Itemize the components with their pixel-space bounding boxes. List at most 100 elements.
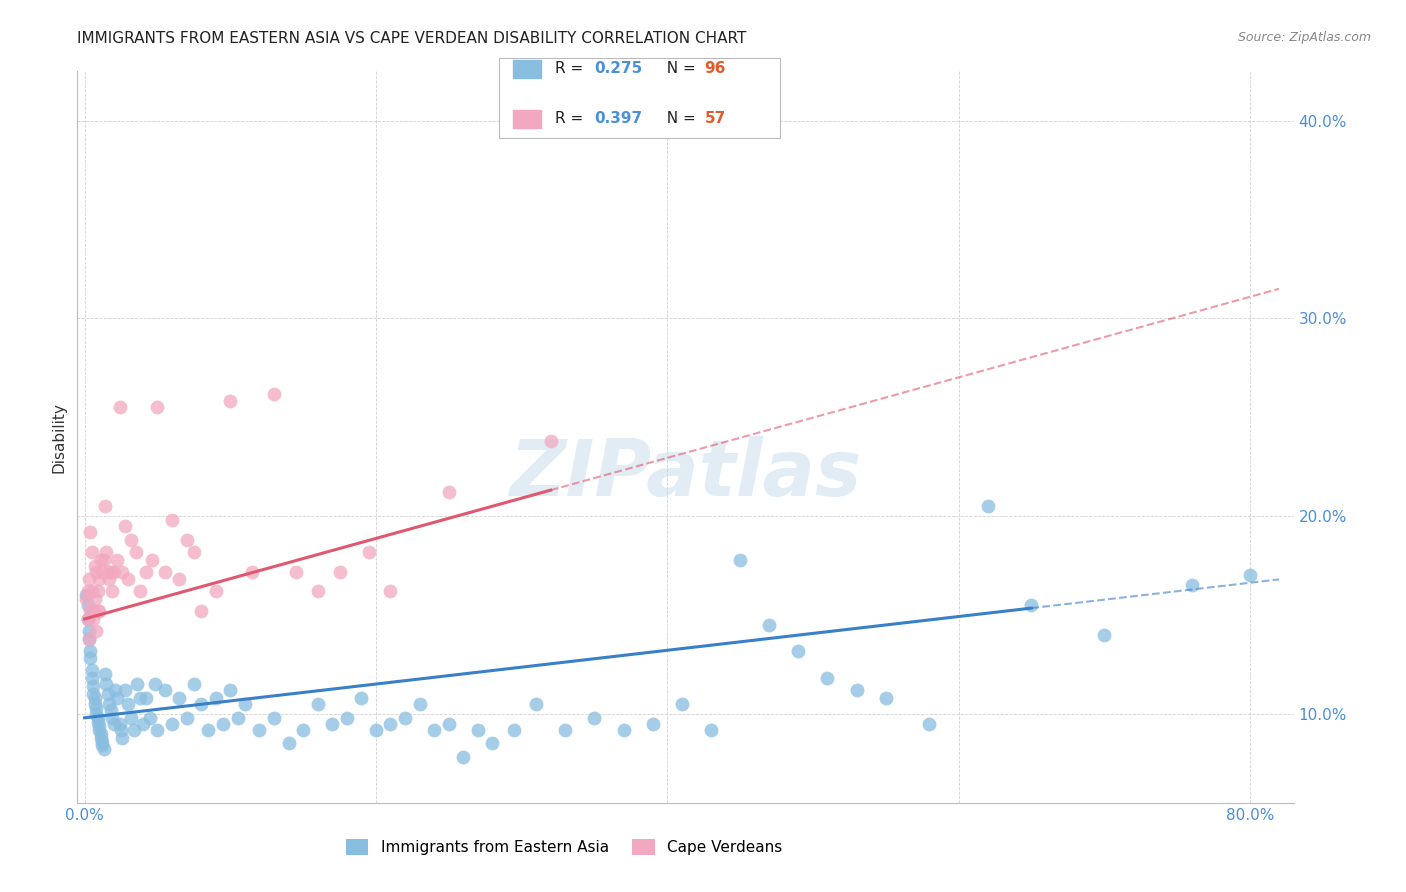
Point	[219, 683, 242, 698]
Point	[437, 716, 460, 731]
Point	[380, 584, 402, 599]
Point	[263, 711, 285, 725]
Point	[976, 500, 998, 514]
Text: Source: ZipAtlas.com: Source: ZipAtlas.com	[1237, 31, 1371, 45]
Point	[94, 667, 117, 681]
Point	[103, 565, 125, 579]
Point	[76, 612, 98, 626]
Point	[321, 716, 343, 731]
Point	[83, 558, 105, 573]
Point	[176, 711, 198, 725]
Point	[77, 632, 100, 646]
Point	[90, 552, 112, 566]
Point	[357, 545, 380, 559]
Point	[233, 697, 256, 711]
Point	[758, 618, 780, 632]
Point	[845, 683, 868, 698]
Point	[87, 714, 110, 729]
Point	[108, 716, 131, 731]
Point	[540, 434, 562, 448]
Point	[467, 723, 489, 737]
Text: ZIPatlas: ZIPatlas	[509, 435, 862, 512]
Point	[423, 723, 446, 737]
Point	[79, 524, 101, 539]
Point	[103, 716, 125, 731]
Point	[80, 664, 103, 678]
Point	[98, 573, 121, 587]
Point	[80, 584, 103, 599]
Point	[82, 679, 104, 693]
Point	[76, 612, 98, 626]
Point	[554, 723, 576, 737]
Point	[91, 739, 114, 753]
Point	[79, 643, 101, 657]
Point	[111, 565, 134, 579]
Point	[80, 671, 103, 685]
Point	[380, 716, 402, 731]
Point	[101, 711, 124, 725]
Text: R =: R =	[555, 112, 589, 126]
Point	[190, 697, 212, 711]
Point	[240, 565, 263, 579]
Point	[263, 386, 285, 401]
Point	[612, 723, 634, 737]
Point	[160, 716, 183, 731]
Point	[394, 711, 416, 725]
Point	[453, 750, 475, 764]
Point	[641, 716, 664, 731]
Point	[82, 604, 104, 618]
Point	[481, 737, 503, 751]
Point	[204, 584, 226, 599]
Point	[105, 552, 128, 566]
Text: N =: N =	[657, 112, 700, 126]
Text: 0.275: 0.275	[595, 62, 643, 76]
Point	[146, 723, 169, 737]
Point	[277, 737, 299, 751]
Point	[100, 703, 122, 717]
Point	[117, 573, 139, 587]
Point	[1092, 628, 1115, 642]
Text: R =: R =	[555, 62, 589, 76]
Point	[93, 742, 115, 756]
Point	[110, 723, 132, 737]
Point	[307, 697, 329, 711]
Point	[875, 691, 897, 706]
Text: N =: N =	[657, 62, 700, 76]
Point	[160, 513, 183, 527]
Point	[108, 401, 131, 415]
Point	[307, 584, 329, 599]
Text: 0.397: 0.397	[595, 112, 643, 126]
Point	[83, 697, 105, 711]
Legend: Immigrants from Eastern Asia, Cape Verdeans: Immigrants from Eastern Asia, Cape Verde…	[339, 833, 789, 861]
Point	[336, 711, 359, 725]
Point	[129, 584, 152, 599]
Point	[153, 683, 176, 698]
Point	[328, 565, 350, 579]
Point	[97, 565, 120, 579]
Point	[87, 584, 110, 599]
Text: IMMIGRANTS FROM EASTERN ASIA VS CAPE VERDEAN DISABILITY CORRELATION CHART: IMMIGRANTS FROM EASTERN ASIA VS CAPE VER…	[77, 31, 747, 46]
Point	[153, 565, 176, 579]
Point	[122, 723, 145, 737]
Point	[82, 612, 104, 626]
Point	[83, 691, 105, 706]
Y-axis label: Disability: Disability	[51, 401, 66, 473]
Point	[141, 552, 163, 566]
Point	[169, 691, 191, 706]
Point	[247, 723, 270, 737]
Point	[97, 687, 120, 701]
Point	[918, 716, 941, 731]
Point	[90, 731, 112, 745]
Point	[94, 500, 117, 514]
Text: 96: 96	[704, 62, 725, 76]
Point	[79, 651, 101, 665]
Point	[787, 643, 810, 657]
Point	[524, 697, 547, 711]
Point	[583, 711, 606, 725]
Point	[91, 565, 114, 579]
Point	[503, 723, 526, 737]
Point	[212, 716, 235, 731]
Point	[87, 711, 110, 725]
Point	[96, 677, 118, 691]
Point	[728, 552, 751, 566]
